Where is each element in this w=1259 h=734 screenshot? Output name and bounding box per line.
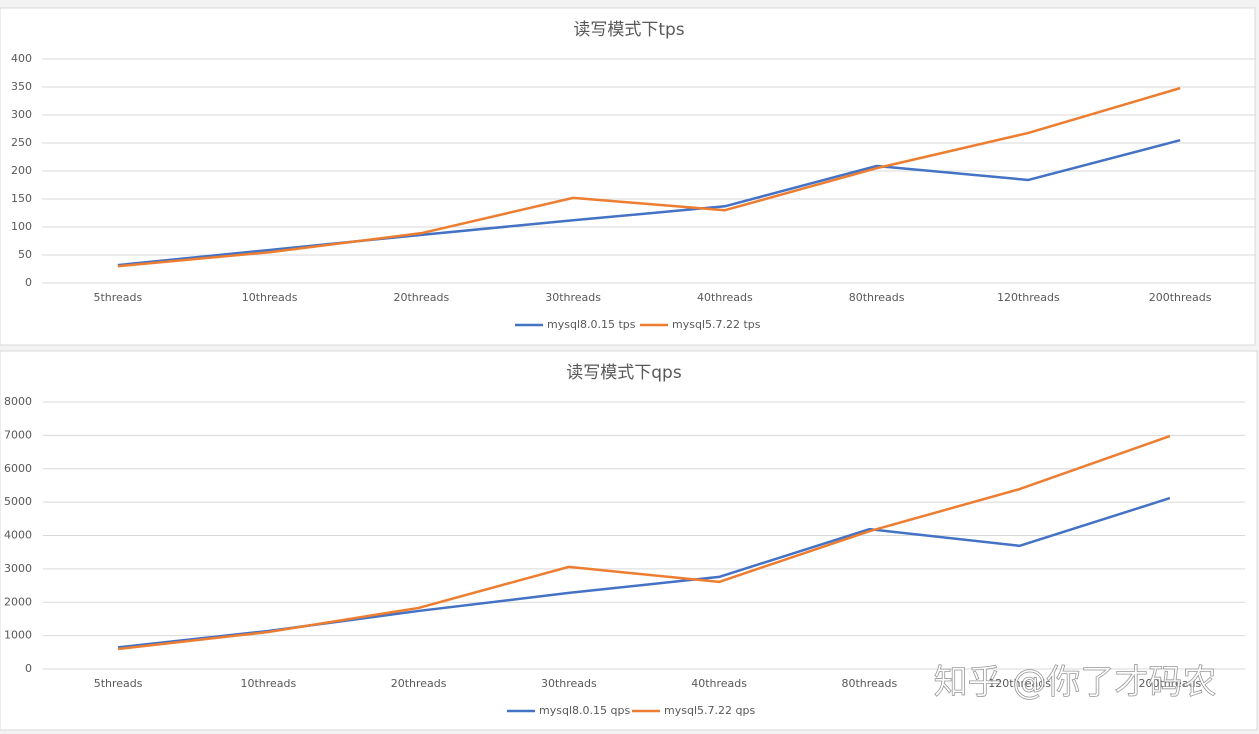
y-tick-label: 100 xyxy=(11,220,32,233)
y-tick-label: 7000 xyxy=(4,428,32,441)
legend-label: mysql5.7.22 qps xyxy=(664,704,755,717)
y-tick-label: 0 xyxy=(25,662,32,675)
chart-title: 读写模式下tps xyxy=(573,20,684,40)
y-tick-label: 5000 xyxy=(4,495,32,508)
y-tick-label: 0 xyxy=(25,276,32,289)
y-tick-label: 250 xyxy=(11,136,32,149)
legend-label: mysql8.0.15 qps xyxy=(539,704,630,717)
x-tick-label: 10threads xyxy=(242,291,298,304)
y-tick-label: 300 xyxy=(11,108,32,121)
y-tick-label: 6000 xyxy=(4,462,32,475)
y-tick-label: 8000 xyxy=(4,395,32,408)
x-tick-label: 20threads xyxy=(391,677,447,690)
x-tick-label: 40threads xyxy=(697,291,753,304)
x-tick-label: 80threads xyxy=(841,677,897,690)
chart-area xyxy=(0,350,1258,731)
y-tick-label: 350 xyxy=(11,80,32,93)
y-tick-label: 400 xyxy=(11,52,32,65)
y-tick-label: 50 xyxy=(18,248,32,261)
y-tick-label: 3000 xyxy=(4,562,32,575)
x-tick-label: 30threads xyxy=(545,291,601,304)
x-tick-label: 30threads xyxy=(541,677,597,690)
watermark: 知乎 @你了才码农 xyxy=(934,663,1217,703)
x-tick-label: 120threads xyxy=(997,291,1060,304)
x-tick-label: 200threads xyxy=(1138,677,1201,690)
legend-label: mysql5.7.22 tps xyxy=(672,318,761,331)
series-line xyxy=(117,434,1171,651)
x-tick-label: 40threads xyxy=(691,677,747,690)
x-tick-label: 20threads xyxy=(393,291,449,304)
chart-title: 读写模式下qps xyxy=(566,363,682,383)
x-tick-label: 80threads xyxy=(849,291,905,304)
x-tick-label: 5threads xyxy=(93,291,142,304)
x-tick-label: 10threads xyxy=(240,677,296,690)
y-tick-label: 200 xyxy=(11,164,32,177)
y-tick-label: 1000 xyxy=(4,629,32,642)
x-tick-label: 5threads xyxy=(94,677,143,690)
y-tick-label: 4000 xyxy=(4,529,32,542)
y-tick-label: 2000 xyxy=(4,595,32,608)
legend-label: mysql8.0.15 tps xyxy=(547,318,636,331)
x-tick-label: 200threads xyxy=(1149,291,1212,304)
series-line xyxy=(117,138,1181,267)
series-line xyxy=(117,86,1181,268)
x-tick-label: 120threads xyxy=(988,677,1051,690)
y-tick-label: 150 xyxy=(11,192,32,205)
